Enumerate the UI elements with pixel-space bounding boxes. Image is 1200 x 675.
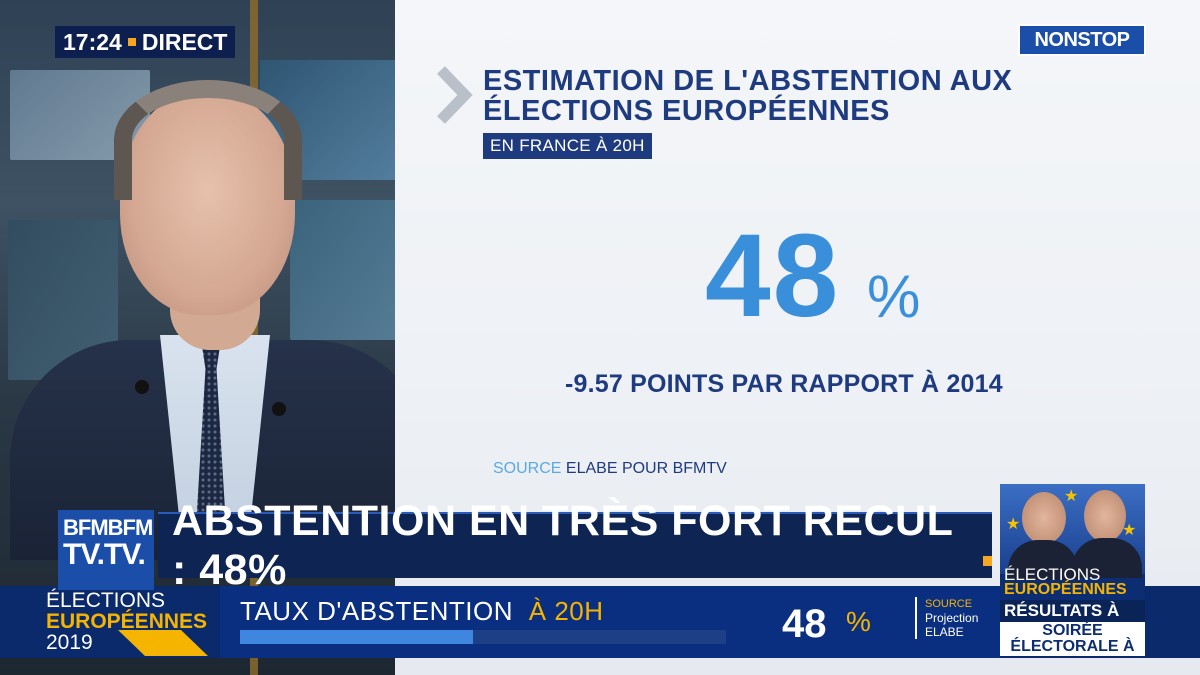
rate-source: SOURCE Projection ELABE xyxy=(915,597,978,639)
rate-label: TAUX D'ABSTENTION À 20H xyxy=(240,596,604,627)
graphic-subtitle: EN FRANCE À 20H xyxy=(483,133,652,159)
abstention-value: 48 xyxy=(705,210,841,342)
abstention-unit: % xyxy=(867,263,921,330)
promo-line1: ÉLECTIONS xyxy=(1004,565,1101,584)
promo-line2: EUROPÉENNES xyxy=(1004,581,1127,598)
rate-label-time: À 20H xyxy=(528,596,604,626)
rate-label-text: TAUX D'ABSTENTION xyxy=(240,596,514,626)
brand-line2: EUROPÉENNES xyxy=(46,610,208,633)
source-text: ELABE POUR BFMTV xyxy=(565,460,727,477)
rate-progress-bar xyxy=(240,630,726,644)
live-label: DIRECT xyxy=(141,28,228,55)
presenter-hair xyxy=(114,80,302,200)
headline-dot xyxy=(983,556,992,566)
promo-line4: SOIRÉE ÉLECTORALE À 18H xyxy=(1000,622,1145,656)
promo-line4b: ÉLECTORALE À 18H xyxy=(1010,638,1135,657)
brand-line1: ÉLECTIONS xyxy=(46,589,166,612)
channel-logo: BFMBFM TV.TV. xyxy=(58,510,154,590)
lapel-mic-icon xyxy=(135,380,149,394)
promo-body xyxy=(1072,538,1142,578)
lapel-mic-icon xyxy=(272,402,286,416)
promo-face xyxy=(1084,490,1126,542)
studio-background xyxy=(0,0,430,675)
graphic-title: ESTIMATION DE L'ABSTENTION AUX ÉLECTIONS… xyxy=(483,65,1013,127)
eu-star-icon: ★ xyxy=(1064,488,1079,505)
elections-brand: ÉLECTIONS EUROPÉENNES 2019 xyxy=(46,590,207,653)
rate-source-label: SOURCE xyxy=(925,598,973,610)
promo-photo: ★ ★ ★ xyxy=(1000,484,1145,580)
results-promo: ★ ★ ★ ÉLECTIONS EUROPÉENNES RÉSULTATS À … xyxy=(1000,484,1145,656)
presenter xyxy=(10,80,430,560)
eu-star-icon: ★ xyxy=(1122,522,1137,539)
logo-row1: BFMBFM xyxy=(63,515,153,540)
rate-unit: % xyxy=(846,606,871,637)
channel-badge-part1: NON xyxy=(1034,28,1078,51)
rate-value: 48 xyxy=(782,602,827,646)
chevron-right-icon xyxy=(437,66,473,124)
rate-source-line1: Projection xyxy=(925,611,979,625)
brand-line3: 2019 xyxy=(46,631,93,654)
headline-banner: ABSTENTION EN TRÈS FORT RECUL : 48% xyxy=(158,497,992,594)
graphic-source: SOURCE ELABE POUR BFMTV xyxy=(493,460,727,478)
source-label: SOURCE xyxy=(493,460,562,477)
promo-line4a: SOIRÉE xyxy=(1042,622,1103,639)
eu-star-icon: ★ xyxy=(1006,516,1021,533)
ticker-band xyxy=(220,586,1000,658)
promo-face xyxy=(1022,492,1066,544)
channel-badge: NON STOP xyxy=(1018,24,1146,56)
separator-dot xyxy=(127,38,136,46)
rate-source-line2: ELABE xyxy=(925,625,964,639)
logo-row2: TV.TV. xyxy=(63,538,146,571)
clock-time: 17:24 xyxy=(63,28,122,55)
clock-live-badge: 17:24 DIRECT xyxy=(55,26,236,58)
channel-badge-part2: STOP xyxy=(1077,28,1130,51)
promo-body xyxy=(1008,540,1078,580)
rate-progress-fill xyxy=(240,630,474,644)
abstention-delta: -9.57 POINTS PAR RAPPORT À 2014 xyxy=(565,370,1003,398)
studio-screen xyxy=(290,200,410,340)
headline-text: ABSTENTION EN TRÈS FORT RECUL : 48% xyxy=(172,497,953,594)
